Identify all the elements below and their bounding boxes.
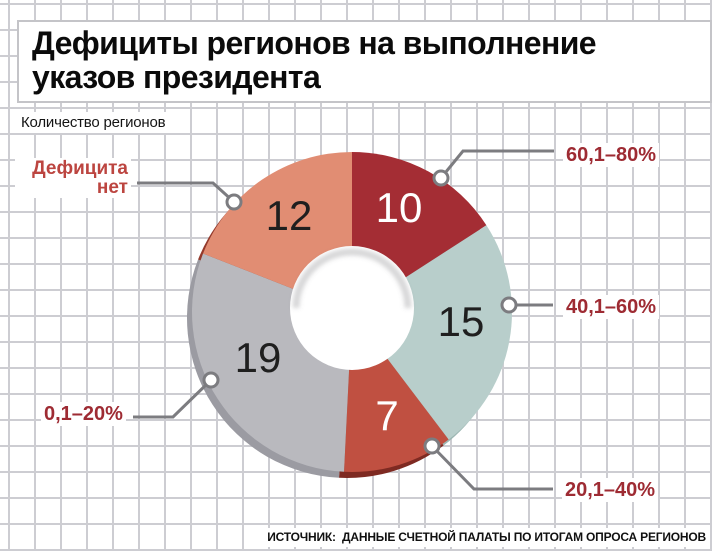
callout-marker	[500, 296, 518, 314]
title-box: Дефициты регионов на выполнение указов п…	[17, 20, 712, 103]
unit-label: Количество регионов	[16, 112, 171, 133]
page-title-line1: Дефициты регионов на выполнение	[32, 25, 597, 61]
segment-value-60-80: 10	[375, 184, 423, 231]
callout-line	[430, 444, 553, 491]
pie-segment-1	[352, 225, 512, 440]
callout-label-no-deficit: Дефицита нет	[15, 158, 131, 198]
callout-label-40-60: 40,1–60%	[563, 295, 660, 319]
donut-hole-shadow	[292, 248, 412, 309]
segment-value-no-deficit: 12	[265, 192, 313, 239]
callout-label-60-80: 60,1–80%	[563, 143, 660, 167]
donut-hole	[290, 246, 414, 370]
page-title-line2: указов президента	[32, 59, 321, 95]
segment-value-40-60: 15	[437, 298, 485, 345]
callout-marker	[432, 169, 450, 187]
callout-marker	[423, 437, 441, 455]
callout-label-0-20: 0,1–20%	[41, 402, 126, 426]
callout-label-20-40: 20,1–40%	[562, 478, 659, 502]
callout-line	[133, 378, 213, 419]
callout-marker	[225, 193, 243, 211]
callout-line	[137, 181, 236, 204]
callout-marker	[202, 371, 220, 389]
callout-line	[439, 149, 554, 179]
segment-value-20-40: 7	[375, 392, 399, 439]
source-credit: ИСТОЧНИК: ДАННЫЕ СЧЕТНОЙ ПАЛАТЫ ПО ИТОГА…	[263, 528, 710, 547]
segment-value-0-20: 19	[234, 334, 282, 381]
